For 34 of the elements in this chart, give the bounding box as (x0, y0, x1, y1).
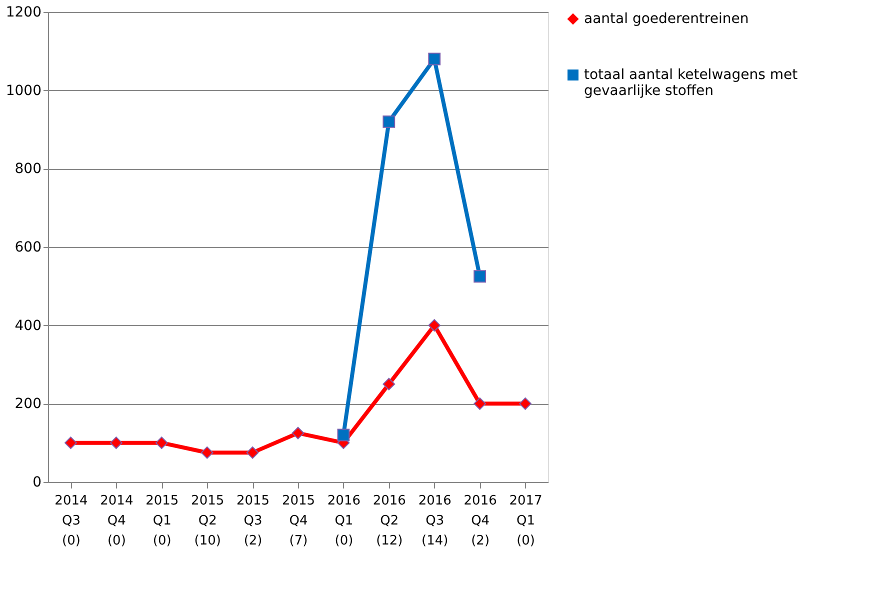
point (474, 397, 486, 410)
point (64, 436, 77, 450)
x-tick-label: 2015 Q3 (2) (236, 494, 270, 548)
y-tick-label: 800 (14, 161, 42, 178)
x-tick-label: 2015 Q4 (7) (282, 494, 316, 548)
y-tick-label: 600 (14, 240, 42, 256)
x-tick-label: 2015 Q2 (10) (191, 494, 224, 548)
point (246, 446, 259, 459)
point (382, 378, 396, 390)
point (110, 436, 122, 450)
point (155, 436, 168, 450)
point (428, 319, 441, 332)
x-tick-label: 2014 Q4 (0) (100, 494, 134, 548)
point (382, 115, 396, 128)
y-tick-label: 400 (14, 318, 42, 334)
point (337, 428, 350, 442)
legend-label: aantal goederentreinen (584, 11, 749, 27)
point (428, 52, 441, 66)
x-tick-label: 2015 Q1 (0) (146, 494, 179, 548)
point (200, 446, 214, 459)
y-tick-label: 1000 (6, 82, 42, 99)
x-tick-label: 2014 Q3 (0) (54, 494, 88, 548)
y-tick-label: 200 (14, 396, 42, 412)
x-tick-label: 2016 Q4 (2) (464, 494, 497, 548)
x-tick-label: 2016 Q2 (12) (372, 494, 406, 548)
legend-label: totaal aantal ketelwagens met gevaarlijke stoffen (584, 67, 798, 99)
point (474, 270, 486, 283)
x-tick-label: 2017 Q1 (0) (509, 494, 542, 548)
x-tick-label: 2016 Q1 (0) (327, 494, 360, 548)
y-tick-label: 0 (32, 474, 42, 490)
point (292, 426, 304, 440)
y-tick-label: 1200 (6, 4, 42, 20)
x-tick-label: 2016 Q3 (14) (418, 494, 452, 548)
point (519, 397, 532, 410)
